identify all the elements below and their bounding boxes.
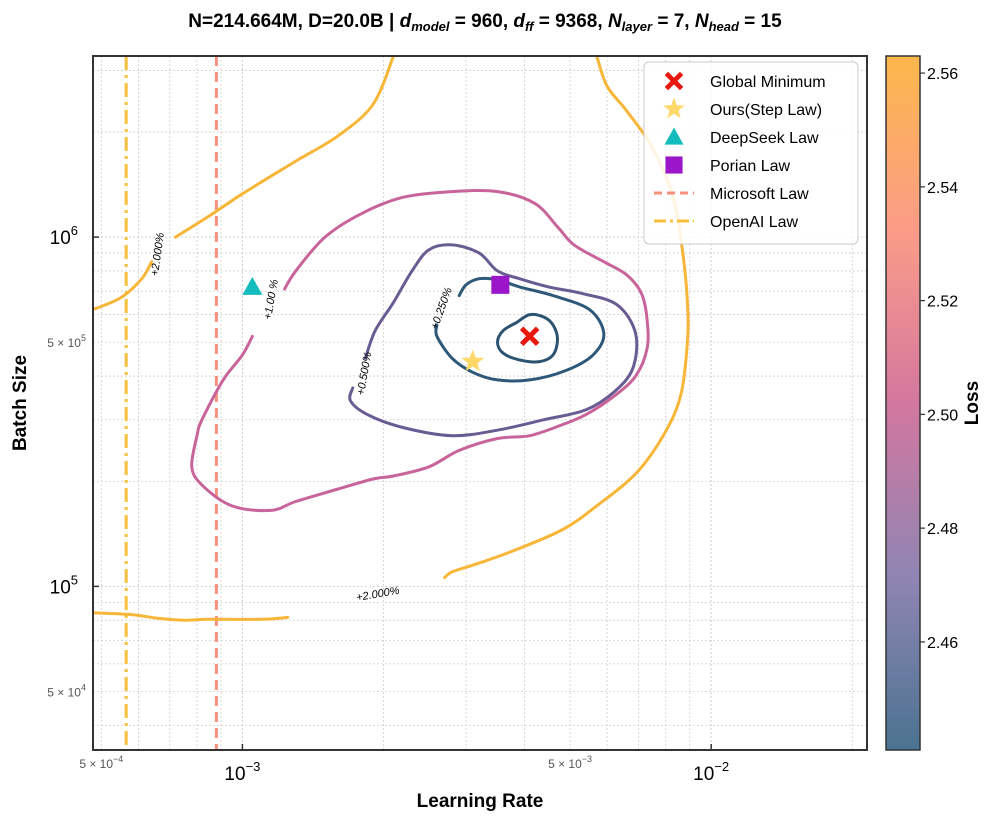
legend-marker-swatch — [663, 97, 685, 119]
deepseek-law-marker — [242, 276, 263, 295]
legend-label: Porian Law — [710, 158, 790, 175]
legend-box — [643, 61, 859, 245]
colorbar-tick-label: 2.54 — [927, 180, 958, 197]
legend-entry: Porian Law — [665, 156, 790, 175]
porian-law-marker — [491, 275, 510, 294]
global-minimum-marker-stroke — [519, 326, 540, 347]
colorbar-label: Loss — [962, 381, 983, 425]
colorbar-tick-label: 2.48 — [927, 521, 958, 538]
colorbar-tick-label: 2.56 — [927, 66, 958, 83]
contour-lines — [93, 56, 690, 622]
legend: Global Minimum Ours(Step Law) DeepSeek Law… — [643, 61, 859, 245]
colorbar-tick-label: 2.50 — [927, 407, 958, 424]
y-minor-tick-label: 5 × 105 — [47, 333, 86, 350]
axis-ticks: 10−3 10−2 5 × 10−4 5 × 10−3 105 106 5 × 104 5 ×… — [47, 223, 729, 785]
x-tick-label: 10−2 — [693, 759, 729, 785]
x-minor-tick-label: 5 × 10−4 — [79, 754, 123, 771]
global-minimum-marker — [519, 326, 540, 347]
colorbar-ticks: 2.46 2.48 2.50 2.52 2.54 2.56 — [920, 66, 958, 652]
legend-entry: Microsoft Law — [654, 186, 809, 203]
x-axis-label: Learning Rate — [417, 791, 544, 812]
legend-marker-swatch-stroke — [664, 71, 684, 91]
legend-entry: OpenAI Law — [654, 214, 799, 231]
legend-entry: Ours(Step Law) — [663, 97, 822, 119]
contour-line — [190, 188, 650, 513]
reference-lines — [124, 56, 218, 750]
y-minor-tick-label: 5 × 104 — [47, 683, 86, 700]
chart-title: N=214.664M, D=20.0B | dmodel = 960, dff … — [188, 11, 782, 34]
legend-marker-swatch — [664, 71, 684, 91]
contour-line — [434, 276, 606, 383]
colorbar-tick-label: 2.46 — [927, 635, 958, 652]
colorbar-tick-label: 2.52 — [927, 294, 958, 311]
contour-line — [495, 312, 560, 364]
y-tick-label: 106 — [50, 223, 78, 249]
legend-label: Ours(Step Law) — [710, 102, 822, 119]
contour-line — [348, 243, 639, 438]
legend-marker-swatch — [664, 127, 684, 145]
plot-frame — [92, 55, 868, 751]
legend-entry: Global Minimum — [664, 71, 826, 91]
contour-line — [174, 56, 395, 239]
legend-label: DeepSeek Law — [710, 130, 819, 147]
legend-label: OpenAI Law — [710, 214, 799, 231]
contour-line — [93, 260, 154, 312]
colorbar — [885, 55, 921, 751]
y-axis-label: Batch Size — [10, 355, 31, 451]
x-minor-tick-label: 5 × 10−3 — [548, 754, 592, 771]
legend-entry: DeepSeek Law — [664, 127, 819, 147]
x-tick-label: 10−3 — [224, 759, 260, 785]
y-tick-label: 105 — [50, 572, 78, 598]
step-law-marker — [461, 349, 485, 372]
legend-label: Microsoft Law — [710, 186, 809, 203]
legend-label: Global Minimum — [710, 74, 826, 91]
contour-line — [93, 611, 290, 622]
law-markers — [242, 275, 540, 372]
legend-marker-swatch — [665, 156, 683, 174]
